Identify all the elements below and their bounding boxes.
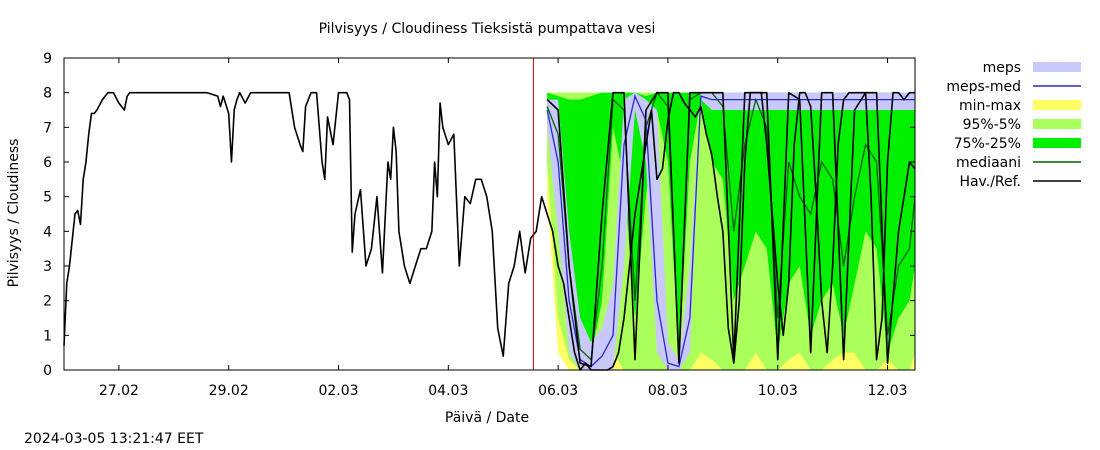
y-tick-label: 4 xyxy=(43,224,52,240)
y-tick-label: 3 xyxy=(43,259,52,275)
line-observed xyxy=(63,91,915,371)
x-tick-label: 04.03 xyxy=(428,383,468,399)
x-tick-label: 08.03 xyxy=(648,383,688,399)
y-tick-label: 8 xyxy=(43,86,52,102)
y-tick-label: 6 xyxy=(43,155,52,171)
timestamp: 2024-03-05 13:21:47 EET xyxy=(24,431,204,447)
line-meps_med xyxy=(546,94,915,368)
x-tick-label: 29.02 xyxy=(209,383,249,399)
legend-swatch-meps xyxy=(1033,62,1081,72)
y-tick-label: 0 xyxy=(43,363,52,379)
legend-label-p75: 75%-25% xyxy=(954,136,1021,152)
y-tick-label: 1 xyxy=(43,328,52,344)
x-tick-label: 02.03 xyxy=(318,383,358,399)
plot-frame xyxy=(63,57,916,371)
legend-swatch-p95 xyxy=(1033,119,1081,129)
x-tick-label: 10.03 xyxy=(758,383,798,399)
legend-label-p95: 95%-5% xyxy=(963,117,1021,133)
line-forecast-ref xyxy=(546,91,916,368)
x-axis-label: Päivä / Date xyxy=(445,410,529,426)
x-tick-label: 12.03 xyxy=(868,383,908,399)
legend-label-meps: meps xyxy=(983,60,1021,76)
chart-title: Pilvisyys / Cloudiness Tieksistä pumpatt… xyxy=(319,21,656,37)
legend-label-meps_med: meps-med xyxy=(946,79,1021,95)
legend-swatch-minmax xyxy=(1033,100,1081,110)
band-meps xyxy=(547,92,915,371)
legend-label-obs: Hav./Ref. xyxy=(959,174,1021,190)
y-axis-label: Pilvisyys / Cloudiness xyxy=(6,139,22,288)
legend-label-median: mediaani xyxy=(956,155,1021,171)
plot-area xyxy=(63,58,916,371)
y-tick-label: 5 xyxy=(43,190,52,206)
band-p75 xyxy=(547,92,915,360)
legend-label-minmax: min-max xyxy=(959,98,1021,114)
y-tick-label: 7 xyxy=(43,120,52,136)
axes: 0 1 2 3 4 5 6 7 8 9 27.02 29.02 02.03 04.03 06.03 08.03… xyxy=(43,51,915,399)
legend-swatch-p75 xyxy=(1033,138,1081,148)
y-tick-label: 9 xyxy=(43,51,52,67)
y-tick-label: 2 xyxy=(43,294,52,310)
legend: meps meps-med min-max 95%-5% 75%-25% mediaani… xyxy=(946,60,1081,190)
line-median xyxy=(546,91,916,361)
x-tick-label: 27.02 xyxy=(99,383,139,399)
x-tick-label: 06.03 xyxy=(538,383,578,399)
plot-border xyxy=(63,57,916,371)
